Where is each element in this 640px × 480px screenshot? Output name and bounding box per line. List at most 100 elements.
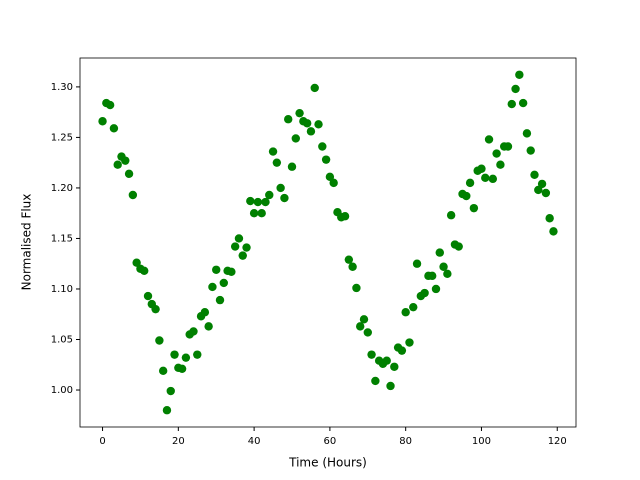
point [265, 190, 274, 200]
point [522, 129, 532, 138]
point [420, 288, 429, 298]
point [371, 376, 380, 386]
point [193, 350, 202, 359]
point [348, 262, 357, 271]
point [212, 265, 221, 274]
point [359, 315, 369, 324]
point [162, 406, 172, 415]
point [200, 308, 210, 317]
point [352, 283, 361, 293]
point [439, 262, 448, 271]
point [481, 173, 490, 183]
point [284, 115, 293, 124]
point [268, 147, 278, 156]
point [105, 100, 115, 110]
point [409, 302, 418, 312]
y-axis-label: Normalised Flux [20, 194, 34, 291]
y-tick-label: 1.15 [51, 233, 73, 244]
point [242, 243, 251, 252]
x-tick-label: 40 [248, 436, 261, 447]
y-tick-label: 1.30 [51, 82, 73, 93]
point [515, 70, 524, 79]
point [405, 338, 414, 347]
point [181, 353, 191, 362]
point [492, 149, 501, 158]
point [329, 178, 338, 188]
point [446, 211, 456, 220]
y-tick-label: 1.25 [51, 132, 73, 143]
point [253, 197, 263, 207]
point [465, 178, 475, 188]
point [488, 174, 498, 184]
point [325, 172, 335, 182]
point [454, 242, 463, 251]
point [287, 162, 297, 171]
point [356, 322, 365, 331]
point [109, 124, 119, 133]
point [170, 350, 179, 359]
point [537, 179, 547, 189]
point [155, 336, 164, 345]
point [363, 328, 372, 337]
point [507, 99, 516, 109]
point [215, 295, 225, 305]
point [261, 197, 270, 207]
point [306, 127, 316, 136]
point [412, 259, 422, 268]
point [158, 366, 168, 376]
point [208, 282, 217, 292]
point [549, 227, 558, 236]
point [428, 271, 437, 281]
point [280, 193, 289, 203]
point [503, 142, 513, 151]
point [344, 255, 354, 264]
point [227, 267, 236, 277]
point [314, 120, 323, 129]
point [340, 212, 350, 221]
point [386, 381, 395, 391]
point [166, 386, 175, 396]
y-tick-label: 1.20 [51, 183, 73, 194]
point [443, 269, 452, 279]
point [177, 364, 187, 374]
point [234, 234, 244, 243]
point [401, 308, 410, 317]
point [469, 203, 479, 213]
x-tick-label: 120 [548, 436, 567, 447]
point [143, 291, 153, 301]
y-tick-label: 1.05 [51, 334, 73, 345]
point [189, 327, 198, 336]
point [496, 160, 505, 169]
point [257, 208, 266, 218]
point [518, 98, 528, 108]
point [545, 214, 554, 223]
plot-frame [79, 57, 577, 428]
point [390, 362, 399, 371]
x-tick-label: 80 [399, 436, 412, 447]
point [124, 169, 134, 178]
point [431, 284, 441, 294]
point [541, 188, 551, 198]
point [295, 108, 304, 118]
point [318, 142, 327, 151]
point [276, 183, 285, 193]
point [397, 346, 407, 355]
x-tick-label: 100 [472, 436, 491, 447]
point [238, 251, 247, 260]
point [321, 155, 331, 164]
point [272, 158, 282, 167]
point [151, 304, 160, 314]
x-tick-label: 20 [172, 436, 185, 447]
point [435, 248, 444, 257]
point [302, 119, 312, 128]
point [98, 117, 107, 126]
point [204, 322, 213, 331]
x-axis-label: Time (Hours) [288, 456, 367, 470]
point [310, 83, 319, 93]
point [230, 242, 240, 251]
point [140, 266, 149, 275]
point [526, 146, 535, 155]
x-tick-label: 0 [99, 436, 105, 447]
point [484, 135, 494, 144]
